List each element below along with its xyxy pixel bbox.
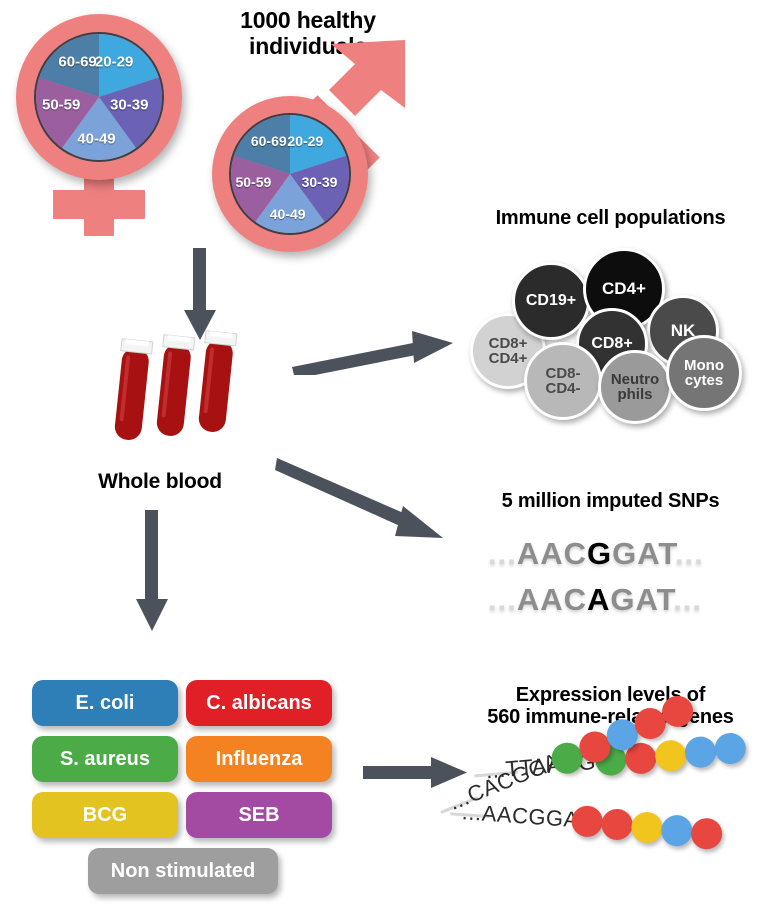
arrow-stimuli-to-expression [363, 757, 467, 788]
cell-label-line2: cytes [684, 372, 724, 389]
snp-suffix: ... [673, 582, 702, 617]
female-pie-svg [36, 34, 162, 160]
stimulus-label: C. albicans [206, 691, 312, 714]
stimulus-label: S. aureus [59, 747, 151, 770]
cell-label: CD19+ [525, 291, 577, 309]
male-pie-label-40-49: 40-49 [269, 206, 306, 223]
stimulus-influenza[interactable]: Influenza [186, 736, 332, 782]
blood-tube-1 [114, 338, 154, 440]
snp-prefix: ... [488, 582, 517, 617]
female-pie-label-40-49: 40-49 [77, 130, 116, 148]
strand-bead [630, 811, 664, 845]
stimulus-seb[interactable]: SEB [186, 792, 332, 838]
stimulus-label: E. coli [75, 691, 135, 714]
female-pie-label-20-29: 20-29 [94, 53, 134, 71]
strand-bead [660, 814, 694, 848]
male-pie-label-30-39: 30-39 [301, 174, 338, 191]
cell-label-line2: phils [617, 386, 653, 403]
male-age-pie: 20-29 30-39 40-49 50-59 60-69 [229, 113, 351, 235]
cell-label: NK [670, 321, 696, 341]
cell-label-line1: CD8- [545, 364, 581, 382]
snp-row-2: ...AACAGAT... [488, 582, 702, 618]
male-pie-label-60-69: 60-69 [250, 132, 287, 149]
cell-label-line1: Neutro [610, 370, 660, 388]
arrow-blood-to-snp [275, 458, 443, 538]
immune-cell-cluster: CD8+ CD4+ CD19+ CD4+ NK CD8+ CD8- CD4- [450, 240, 771, 424]
snp-highlight-allele: A [587, 582, 611, 617]
blood-tube-3 [198, 330, 238, 432]
arrow-blood-to-immune [292, 331, 453, 375]
snp-suffix: ... [674, 536, 704, 571]
stimulation-panel: E. coli C. albicans S. aureus Influenza … [30, 680, 340, 900]
immune-section-title: Immune cell populations [495, 207, 726, 229]
female-pie-label-30-39: 30-39 [110, 96, 149, 114]
snp-right: GAT [612, 536, 675, 571]
blood-tubes [100, 330, 260, 460]
snp-sequences: ...AACGGAT... ...AACAGAT... [480, 530, 760, 630]
cohort-title-line1: 1000 healthy [240, 7, 376, 33]
stimulus-label: SEB [238, 803, 280, 826]
snp-row-1: ...AACGGAT... [488, 536, 704, 572]
cell-neutrophils: Neutro phils [598, 350, 672, 424]
expression-strands: ...TTAACGG ...AACGGAT ...CACGCAA [440, 691, 771, 920]
stimulus-c-albicans[interactable]: C. albicans [186, 680, 332, 726]
female-pie-label-60-69: 60-69 [58, 53, 97, 71]
cell-label: CD4+ [602, 279, 646, 299]
snp-highlight-allele: G [587, 536, 613, 571]
cell-label-line2: CD4- [545, 380, 581, 397]
female-symbol: 20-29 30-39 40-49 50-59 60-69 [8, 8, 198, 238]
snp-left: AAC [516, 536, 588, 571]
male-pie-label-20-29: 20-29 [287, 132, 324, 149]
snp-prefix: ... [488, 536, 517, 571]
stimulus-label: BCG [82, 803, 128, 826]
strand-bead [690, 817, 724, 851]
cell-label-line2: CD4+ [488, 350, 528, 367]
cell-label-line1: Mono [684, 356, 724, 374]
stimulus-e-coli[interactable]: E. coli [32, 680, 178, 726]
strand-bead [713, 731, 748, 766]
stimulus-label: Non stimulated [110, 859, 256, 882]
stimulus-bcg[interactable]: BCG [32, 792, 178, 838]
stimulus-label: Influenza [215, 747, 303, 770]
stimulus-s-aureus[interactable]: S. aureus [32, 736, 178, 782]
cell-label: CD8+ [591, 334, 633, 352]
snp-right: GAT [610, 582, 674, 617]
cell-cd8-cd4-double-negative: CD8- CD4- [524, 342, 602, 420]
whole-blood-label: Whole blood [98, 470, 222, 493]
female-pie-label-50-59: 50-59 [42, 96, 81, 114]
arrow-blood-to-stimuli [136, 510, 168, 631]
cell-monocytes: Mono cytes [666, 335, 742, 411]
female-crossbar [53, 190, 145, 219]
male-symbol: 20-29 30-39 40-49 50-59 60-69 [205, 38, 430, 252]
male-pie-label-50-59: 50-59 [235, 174, 272, 191]
strand-bead [600, 807, 634, 842]
female-age-pie: 20-29 30-39 40-49 50-59 60-69 [34, 32, 164, 162]
expression-title-line1: Expression levels of [515, 684, 706, 706]
snp-section-title: 5 million imputed SNPs [501, 490, 720, 512]
male-pie-svg [231, 115, 349, 233]
blood-tube-2 [156, 334, 196, 436]
stimulus-non-stimulated[interactable]: Non stimulated [88, 848, 278, 894]
cell-label-line1: CD8+ [488, 334, 528, 352]
snp-left: AAC [516, 582, 588, 617]
arrow-subjects-to-blood [184, 248, 216, 340]
